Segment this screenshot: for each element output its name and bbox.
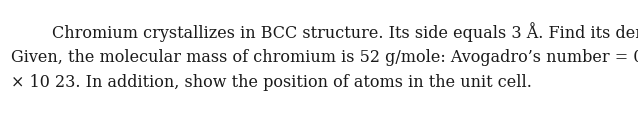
Text: Chromium crystallizes in BCC structure. Its side equals 3 Å. Find its density.
G: Chromium crystallizes in BCC structure. … (11, 22, 638, 91)
